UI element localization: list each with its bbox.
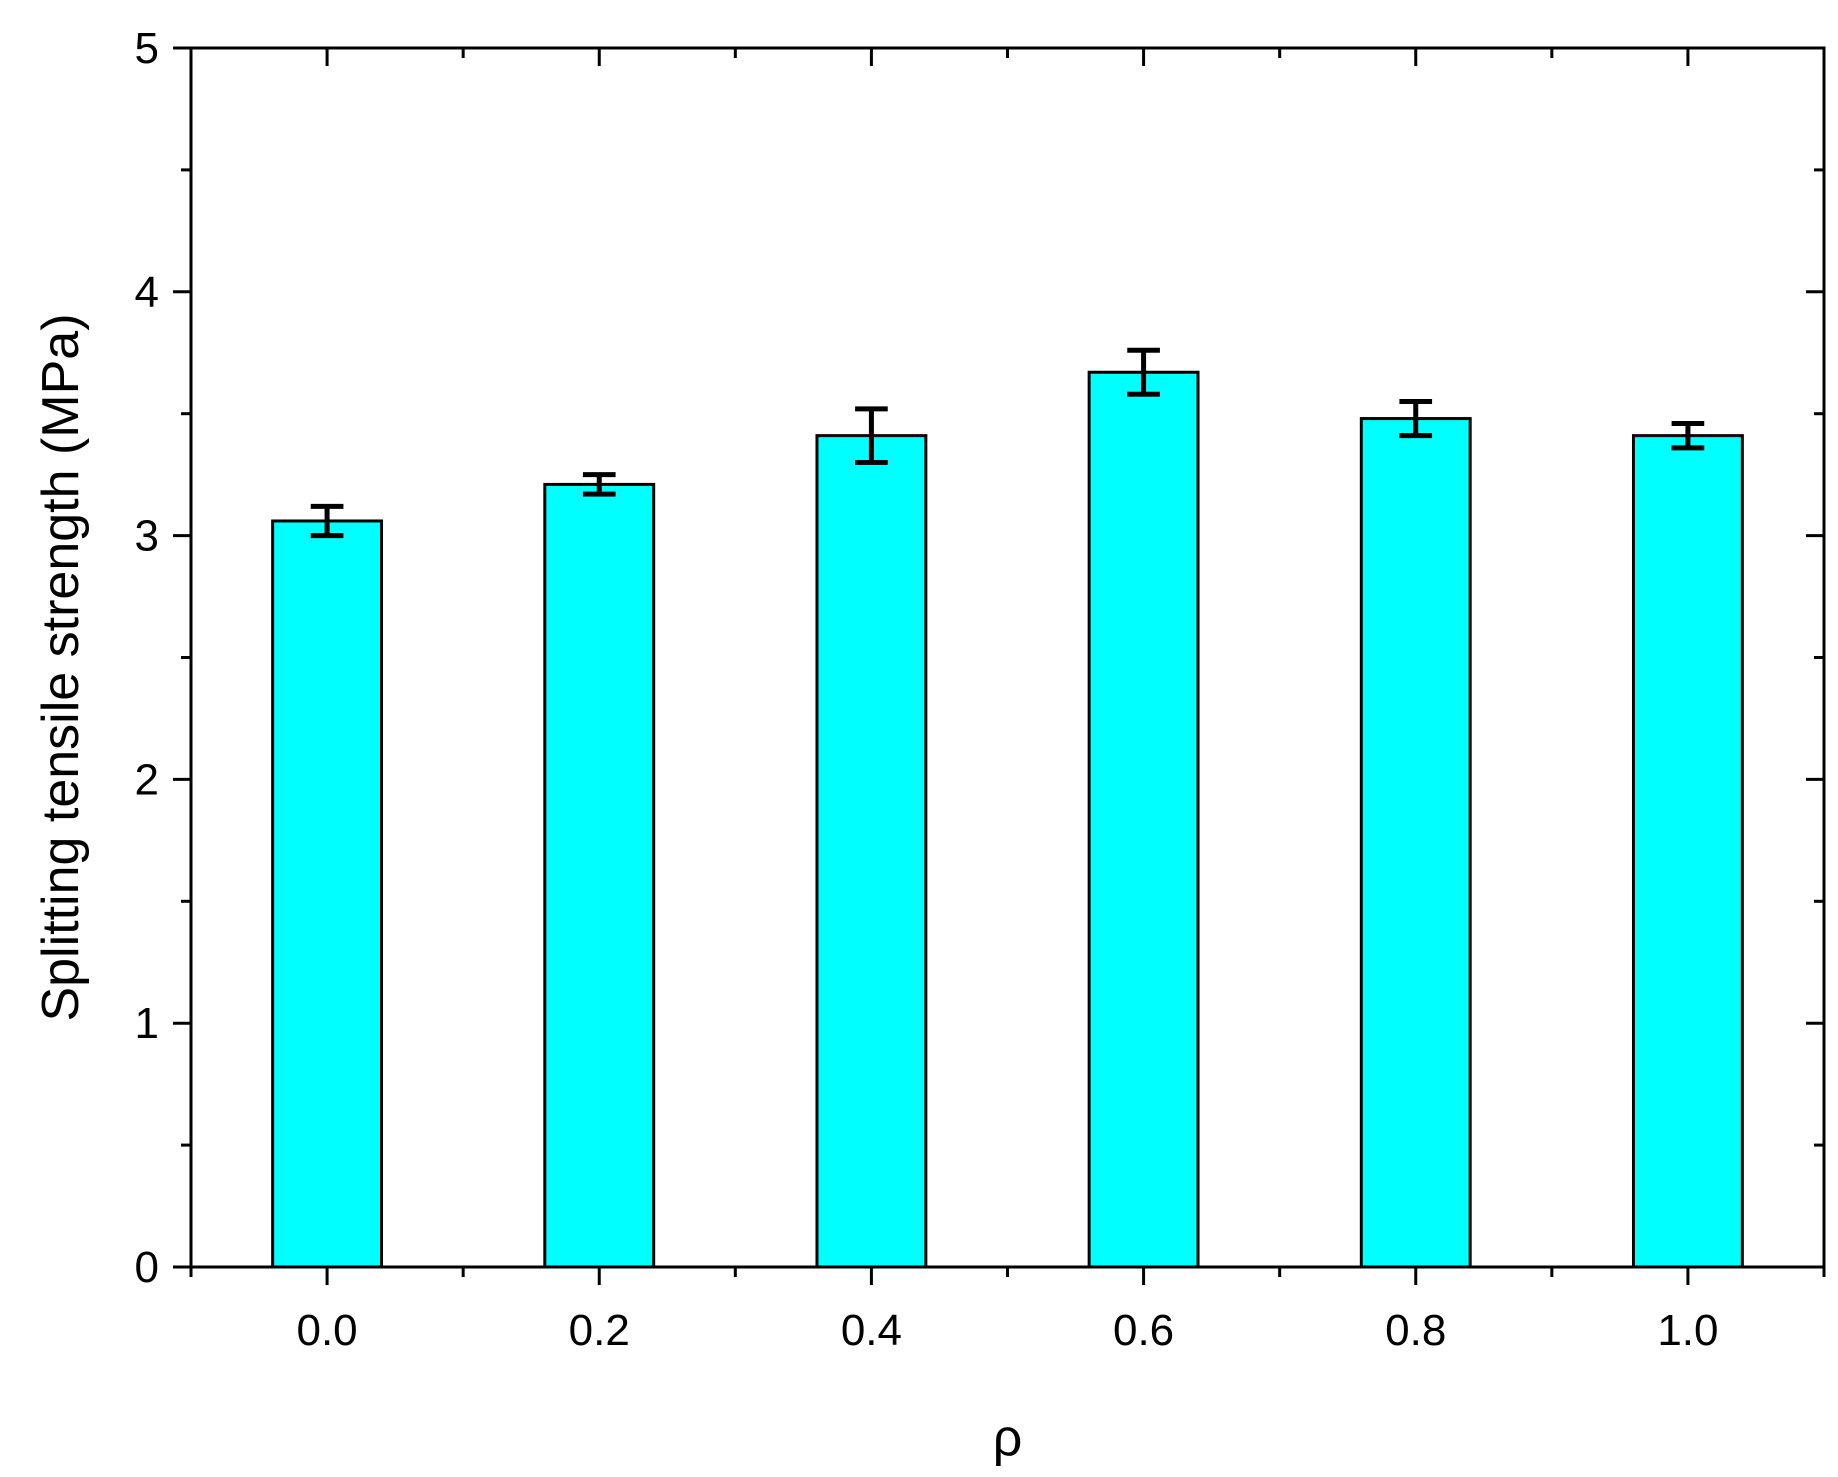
y-tick-label: 0 [135, 1243, 159, 1292]
y-tick-label: 2 [135, 755, 159, 804]
y-tick-label: 4 [135, 268, 159, 317]
y-tick-label: 5 [135, 24, 159, 73]
x-axis-title: ρ [993, 1409, 1023, 1467]
x-tick-label: 0.4 [841, 1306, 902, 1355]
bar [543, 482, 656, 1269]
y-tick-label: 1 [135, 999, 159, 1048]
y-tick-label: 3 [135, 512, 159, 561]
y-axis-title: Splitting tensile strength (MPa) [32, 313, 90, 1021]
error-bar [582, 472, 616, 497]
error-bar [310, 503, 344, 539]
error-bar [855, 406, 888, 465]
x-tick-label: 0.8 [1385, 1306, 1446, 1355]
bar [271, 519, 384, 1269]
bar [1359, 417, 1472, 1269]
x-tick-label: 0.6 [1113, 1306, 1174, 1355]
x-tick-label: 0.2 [569, 1306, 630, 1355]
bar [815, 434, 928, 1269]
x-tick-label: 0.0 [296, 1306, 357, 1355]
plot-frame [189, 46, 1826, 1269]
error-bar [1671, 420, 1705, 451]
error-bar [1127, 347, 1160, 397]
error-bar [1399, 399, 1433, 439]
x-tick-label: 1.0 [1657, 1306, 1718, 1355]
bar [1087, 370, 1200, 1269]
bar [1631, 434, 1744, 1269]
